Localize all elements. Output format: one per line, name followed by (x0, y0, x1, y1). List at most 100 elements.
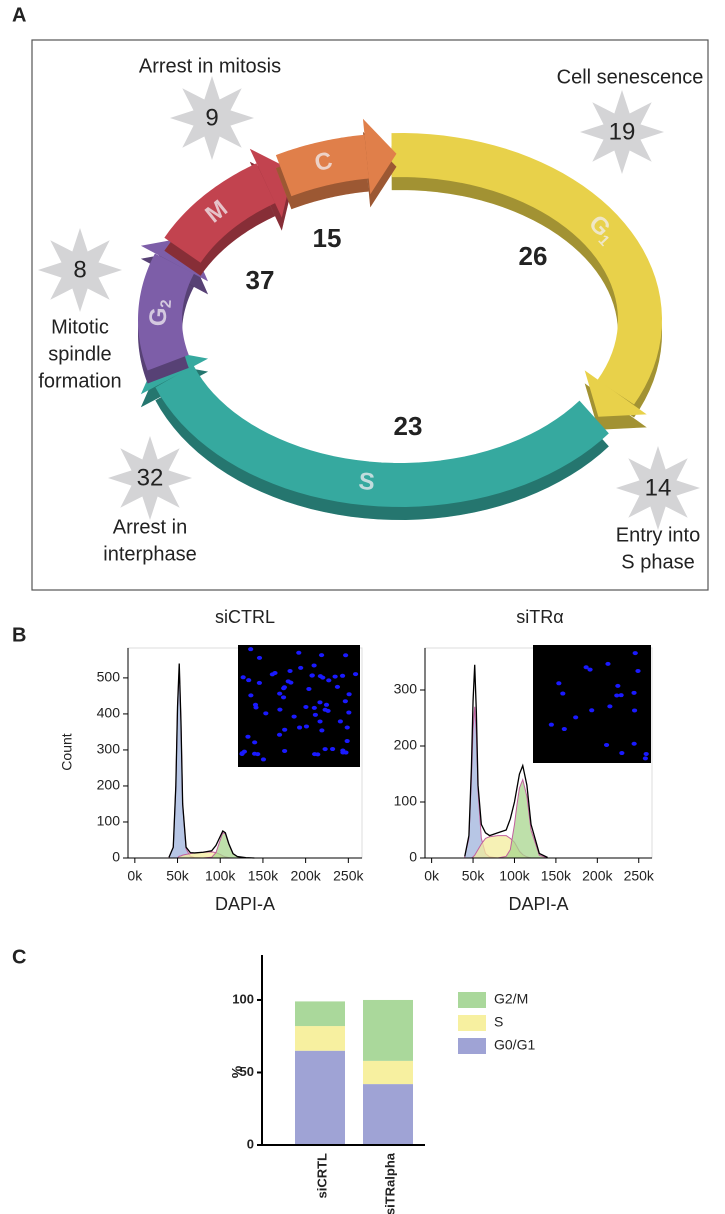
phase-letter: C (312, 147, 335, 177)
nucleus (323, 702, 330, 707)
x-tick-label: 100k (205, 868, 236, 884)
nucleus (241, 749, 247, 754)
star-caption: Arrest in (113, 516, 187, 538)
nucleus (635, 668, 641, 673)
nucleus (352, 672, 359, 677)
phase-label: C (312, 147, 335, 177)
nucleus (263, 711, 269, 716)
y-tick-label: 200 (97, 777, 121, 793)
phase-count: 23 (394, 411, 423, 441)
x-tick-label: 200k (290, 868, 321, 884)
nucleus (285, 679, 291, 684)
legend-swatch (458, 1038, 486, 1054)
bar-segment (295, 1001, 345, 1027)
inset-image (533, 645, 651, 763)
nucleus (344, 725, 350, 730)
x-tick-label: siCRTL (314, 1153, 329, 1199)
nucleus (589, 708, 595, 713)
nucleus (298, 665, 304, 670)
nucleus (303, 724, 310, 729)
nucleus (560, 691, 566, 696)
nucleus (346, 692, 352, 697)
nucleus (319, 728, 325, 733)
nucleus (643, 751, 649, 756)
star-caption: Entry into (616, 524, 700, 546)
nucleus (343, 653, 349, 658)
nucleus (583, 665, 589, 670)
nucleus (631, 690, 637, 695)
star-caption: spindle (48, 343, 111, 365)
nucleus (291, 714, 297, 719)
nucleus (325, 708, 331, 713)
nucleus (573, 715, 579, 720)
nucleus (296, 650, 302, 655)
x-tick-label: 250k (333, 868, 364, 884)
star-value: 9 (205, 104, 218, 131)
arrow-head (584, 370, 647, 417)
nucleus (317, 719, 323, 724)
nucleus (252, 740, 258, 745)
nucleus (311, 663, 317, 668)
phase-arrow: C (275, 118, 397, 210)
nucleus (248, 693, 254, 698)
x-tick-label: 150k (541, 868, 572, 884)
x-tick-label: 250k (624, 868, 655, 884)
arrow-body (391, 133, 663, 405)
y-tick-label: 0 (409, 849, 417, 865)
legend-swatch (458, 1015, 486, 1031)
y-axis-label: % (229, 1065, 245, 1078)
legend-label: S (494, 1014, 503, 1030)
nucleus (248, 647, 254, 652)
y-axis-label: Count (59, 733, 75, 770)
nucleus (281, 686, 287, 691)
nucleus (317, 674, 323, 679)
star-caption: S phase (621, 551, 694, 573)
nucleus (269, 672, 275, 677)
arrow-body (137, 253, 195, 371)
arrow-body (275, 134, 369, 197)
bar-segment (363, 1060, 413, 1085)
nucleus (342, 699, 348, 704)
nucleus (326, 678, 332, 683)
nucleus (276, 732, 283, 737)
y-tick-label: 400 (97, 705, 121, 721)
bar-segment (295, 1050, 345, 1145)
nucleus (556, 681, 562, 686)
nucleus (277, 691, 283, 696)
x-tick-label: 50k (166, 868, 190, 884)
x-tick-label: 0k (127, 868, 143, 884)
star-value: 32 (137, 464, 164, 491)
nucleus (260, 757, 267, 762)
phase-count: 15 (313, 223, 342, 253)
nucleus (619, 751, 625, 756)
total-line (464, 664, 548, 859)
nucleus (631, 708, 638, 713)
star-caption: Mitotic (51, 316, 109, 338)
phase-label: S (357, 468, 376, 496)
chart-title: siCTRL (215, 607, 275, 627)
phase-count: 26 (519, 241, 548, 271)
nucleus (344, 739, 350, 744)
x-tick-label: 150k (248, 868, 279, 884)
y-tick-label: 100 (394, 793, 418, 809)
nucleus (256, 655, 263, 660)
nucleus (642, 756, 649, 761)
y-tick-label: 300 (394, 681, 418, 697)
nucleus (346, 710, 352, 715)
bar-segment (363, 1084, 413, 1145)
x-axis-label: DAPI-A (508, 894, 568, 914)
nucleus (287, 668, 293, 673)
panel-label: A (12, 4, 26, 26)
x-tick-label: siTRalpha (382, 1152, 397, 1214)
x-tick-label: 100k (499, 868, 530, 884)
nucleus (631, 741, 637, 746)
nucleus (322, 747, 328, 752)
total-line (168, 663, 255, 859)
arrow-body (155, 365, 609, 507)
nucleus (246, 678, 252, 683)
nucleus (277, 707, 283, 712)
star (616, 446, 700, 530)
nucleus (309, 673, 315, 678)
nucleus (340, 750, 346, 755)
panel-label: B (12, 624, 26, 646)
